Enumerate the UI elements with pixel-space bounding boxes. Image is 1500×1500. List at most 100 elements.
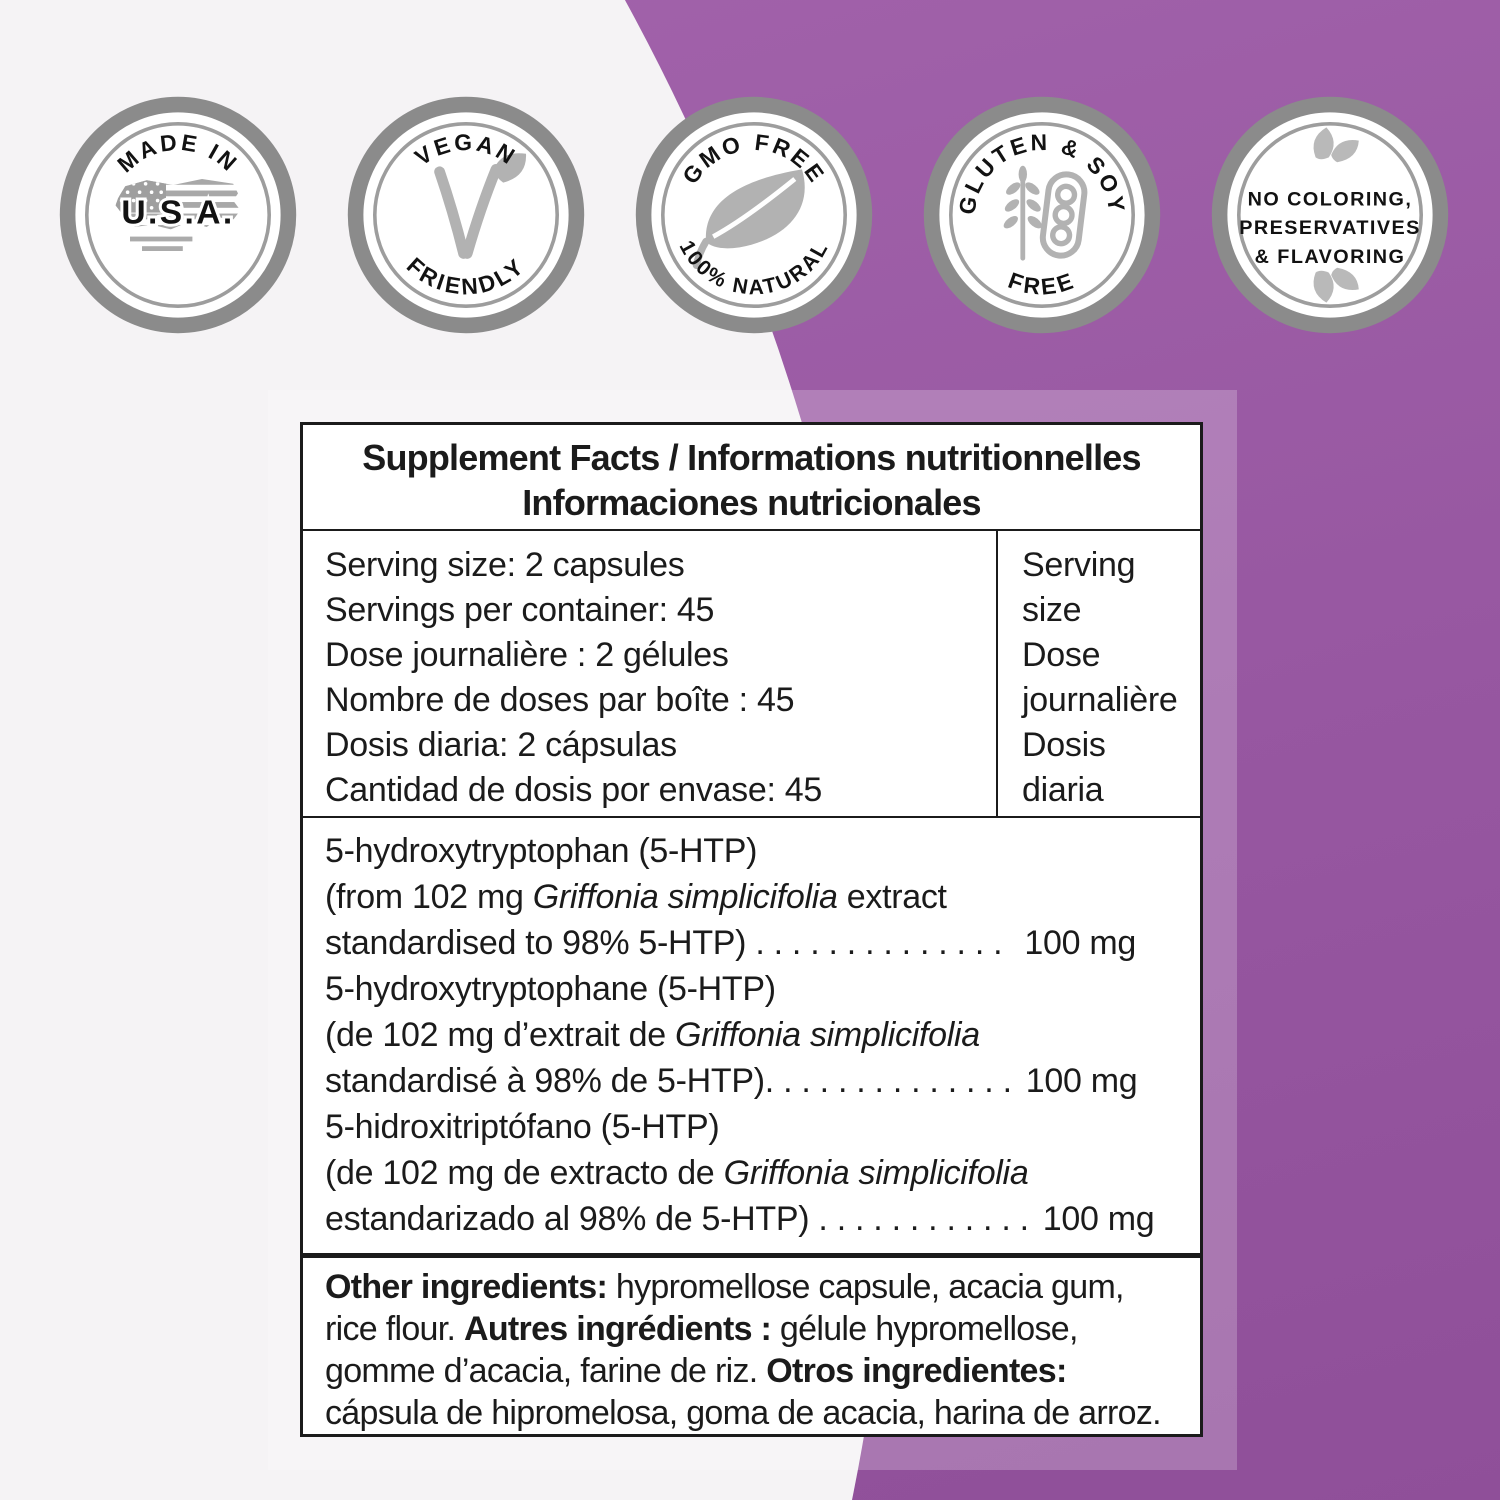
- facts-title-line-1: Supplement Facts / Informations nutritio…: [303, 435, 1200, 480]
- soy-pod-icon: [1039, 171, 1088, 259]
- text-segment: Autres ingrédients :: [464, 1310, 772, 1348]
- facts-title-line-2: Informaciones nutricionales: [303, 480, 1200, 525]
- other-ingredients-section: Other ingredients: hypromellose capsule,…: [303, 1258, 1200, 1434]
- badge-inner-ring: [661, 122, 847, 308]
- ingredients-section: 5-hydroxytryptophan (5-HTP) (from 102 mg…: [303, 818, 1200, 1258]
- badge-line-2: PRESERVATIVES: [1239, 217, 1421, 239]
- text-segment: gomme d’acacia, farine de riz.: [325, 1352, 767, 1390]
- text-segment: . . . . . . . . . . . . . .: [764, 1062, 1012, 1100]
- ingredient-amount: [1122, 874, 1136, 920]
- serving-right-column: Serving size Dose journalière Dosis diar…: [996, 531, 1200, 816]
- text-segment: 5-hydroxytryptophan (5-HTP): [325, 832, 758, 870]
- text-segment: (from 102 mg: [325, 878, 533, 916]
- ingredient-amount: [1122, 966, 1136, 1012]
- serving-section: Serving size: 2 capsules Servings per co…: [303, 531, 1200, 818]
- ingredient-amount: 100 mg: [1024, 924, 1136, 962]
- ingredient-amount: [1122, 1150, 1136, 1196]
- vegan-v-leaf-icon: [434, 153, 527, 259]
- other-ingredients-line: rice flour. Autres ingrédients : gélule …: [325, 1308, 1184, 1350]
- other-ingredients-line: Other ingredients: hypromellose capsule,…: [325, 1266, 1184, 1308]
- serving-line: Servings per container: 45: [325, 591, 715, 629]
- text-segment: gélule hypromellose,: [771, 1310, 1079, 1348]
- serving-line: Nombre de doses par boîte : 45: [325, 681, 795, 719]
- text-segment: (de 102 mg de extracto de: [325, 1154, 724, 1192]
- ingredient-line: 5-hydroxytryptophan (5-HTP): [325, 828, 1136, 874]
- ingredient-text: 5-hydroxytryptophan (5-HTP): [325, 828, 757, 874]
- ingredient-text: (de 102 mg d’extrait de Griffonia simpli…: [325, 1012, 980, 1058]
- badge-vegan-friendly: VEGAN FRIENDLY: [347, 96, 585, 334]
- text-segment: standardisé à 98% de 5-HTP): [325, 1062, 765, 1100]
- leaf-icon: [692, 169, 805, 269]
- ingredient-amount: [1122, 828, 1136, 874]
- supplement-facts-table: Supplement Facts / Informations nutritio…: [300, 422, 1203, 1437]
- ingredient-line: estandarizado al 98% de 5-HTP) . . . . .…: [325, 1196, 1155, 1242]
- ingredient-amount: [1122, 1104, 1136, 1150]
- badge-line-1: NO COLORING,: [1248, 188, 1413, 210]
- text-segment: hypromellose capsule, acacia gum,: [607, 1268, 1125, 1306]
- text-segment: cápsula de hipromelosa, goma de acacia, …: [325, 1394, 1162, 1432]
- leaves-bottom-icon: [1313, 267, 1359, 303]
- badge-made-in-usa: MADE IN U.S.A.: [59, 96, 297, 334]
- ingredient-text: (from 102 mg Griffonia simplicifolia ext…: [325, 874, 947, 920]
- badge-ring: [923, 96, 1161, 334]
- text-segment: (de 102 mg d’extrait de: [325, 1016, 675, 1054]
- ingredient-line: 5-hidroxitriptófano (5-HTP): [325, 1104, 1136, 1150]
- text-segment: Otros ingredientes:: [766, 1352, 1067, 1390]
- text-segment: rice flour.: [325, 1310, 464, 1348]
- badge-inner-ring: [373, 122, 559, 308]
- ingredient-text: standardisé à 98% de 5-HTP). . . . . . .…: [325, 1058, 1012, 1104]
- serving-label: Serving: [1022, 546, 1136, 584]
- ingredient-text: 5-hydroxytryptophane (5-HTP): [325, 966, 776, 1012]
- facts-title-text-2: Informaciones nutricionales: [522, 482, 981, 523]
- serving-left-column: Serving size: 2 capsules Servings per co…: [303, 531, 996, 816]
- text-segment: 5-hidroxitriptófano (5-HTP): [325, 1108, 720, 1146]
- badge-center-text: U.S.A.: [121, 194, 234, 231]
- text-segment: Griffonia simplicifolia: [532, 878, 838, 916]
- serving-line: Cantidad de dosis por envase: 45: [325, 771, 822, 809]
- text-segment: standardised to 98% 5-HTP): [325, 924, 756, 962]
- badge-no-additives: NO COLORING, PRESERVATIVES & FLAVORING: [1211, 96, 1449, 334]
- ingredient-line: 5-hydroxytryptophane (5-HTP): [325, 966, 1136, 1012]
- badge-line-3: & FLAVORING: [1255, 246, 1406, 268]
- badge-ring: [1211, 96, 1449, 334]
- ingredient-line: (de 102 mg de extracto de Griffonia simp…: [325, 1150, 1136, 1196]
- badge-inner-ring: [949, 122, 1135, 308]
- text-segment: extract: [837, 878, 947, 916]
- badge-inner-ring: [85, 122, 271, 308]
- ingredient-text: (de 102 mg de extracto de Griffonia simp…: [325, 1150, 1029, 1196]
- text-segment: . . . . . . . . . . . .: [818, 1200, 1029, 1238]
- other-ingredients-line: gomme d’acacia, farine de riz. Otros ing…: [325, 1350, 1184, 1392]
- serving-label: Dose: [1022, 636, 1101, 674]
- ingredient-line: standardised to 98% 5-HTP) . . . . . . .…: [325, 920, 1136, 966]
- text-segment: estandarizado al 98% de 5-HTP): [325, 1200, 819, 1238]
- ingredient-line: (from 102 mg Griffonia simplicifolia ext…: [325, 874, 1136, 920]
- ingredient-amount: 100 mg: [1042, 1200, 1155, 1238]
- ingredient-text: estandarizado al 98% de 5-HTP) . . . . .…: [325, 1196, 1029, 1242]
- other-ingredients-line: cápsula de hipromelosa, goma de acacia, …: [325, 1392, 1184, 1434]
- ingredient-text: standardised to 98% 5-HTP) . . . . . . .…: [325, 920, 1003, 966]
- ingredient-amount: [1122, 1012, 1136, 1058]
- ingredient-line: (de 102 mg d’extrait de Griffonia simpli…: [325, 1012, 1136, 1058]
- text-segment: Griffonia simplicifolia: [675, 1016, 980, 1054]
- badge-inner-ring: [1237, 122, 1423, 308]
- badge-gmo-free: GMO FREE 100% NATURAL: [635, 96, 873, 334]
- facts-title: Supplement Facts / Informations nutritio…: [303, 425, 1200, 531]
- badge-gluten-soy-free: GLUTEN & SOY FREE: [923, 96, 1161, 334]
- serving-line: Dose journalière : 2 gélules: [325, 636, 729, 674]
- wheat-icon: [1003, 165, 1042, 261]
- serving-line: Serving size: 2 capsules: [325, 546, 685, 584]
- text-segment: . . . . . . . . . . . . . .: [755, 924, 1003, 962]
- serving-label: size: [1022, 591, 1082, 629]
- ingredient-amount: 100 mg: [1025, 1062, 1138, 1100]
- text-segment: Griffonia simplicifolia: [723, 1154, 1029, 1192]
- leaves-top-icon: [1313, 127, 1359, 163]
- serving-label: diaria: [1022, 771, 1104, 809]
- serving-label: Dosis: [1022, 726, 1106, 764]
- facts-title-text-1: Supplement Facts / Informations nutritio…: [362, 437, 1141, 478]
- text-segment: Other ingredients:: [325, 1268, 608, 1306]
- serving-line: Dosis diaria: 2 cápsulas: [325, 726, 677, 764]
- ingredient-text: 5-hidroxitriptófano (5-HTP): [325, 1104, 720, 1150]
- ingredient-line: standardisé à 98% de 5-HTP). . . . . . .…: [325, 1058, 1138, 1104]
- serving-label: journalière: [1022, 681, 1178, 719]
